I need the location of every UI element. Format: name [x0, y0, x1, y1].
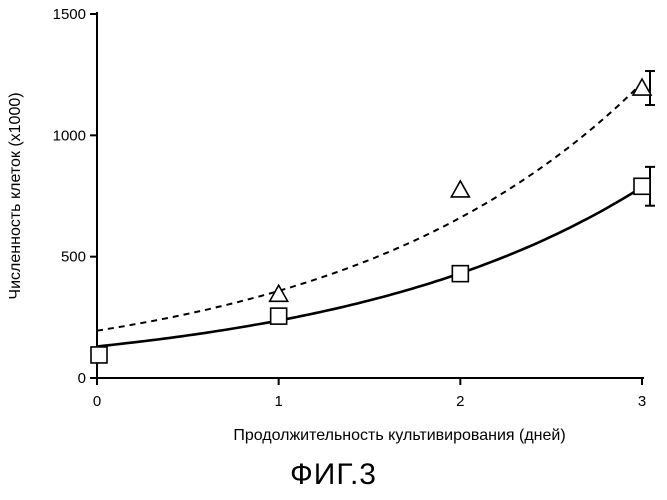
fit-line-square: [97, 187, 642, 346]
x-tick-label: 3: [638, 393, 646, 410]
y-tick-label: 500: [61, 249, 86, 266]
figure-label: ФИГ.3: [0, 458, 667, 492]
y-tick-label: 1000: [53, 127, 86, 144]
chart: 0 500 1000 1500 0 1 2 3 Продолжительность культ…: [0, 0, 667, 460]
fit-lines: [97, 83, 642, 347]
fit-line-triangle: [97, 83, 642, 331]
y-tick-label: 1500: [53, 6, 86, 23]
y-axis-label: Численность клеток (х1000): [7, 92, 24, 299]
data-markers: [91, 79, 651, 363]
square-marker: [91, 347, 107, 363]
x-axis-label: Продолжительность культивирования (дней): [233, 427, 565, 444]
y-tick-label: 0: [78, 370, 86, 387]
square-marker: [634, 178, 650, 194]
triangle-marker: [633, 79, 651, 95]
x-tick-label: 2: [456, 393, 464, 410]
x-tick-label: 0: [93, 393, 101, 410]
square-marker: [271, 308, 287, 324]
triangle-marker: [451, 181, 469, 197]
x-tick-label: 1: [274, 393, 282, 410]
axes: [96, 12, 644, 379]
ticks: 0 500 1000 1500 0 1 2 3: [53, 6, 647, 410]
square-marker: [452, 266, 468, 282]
